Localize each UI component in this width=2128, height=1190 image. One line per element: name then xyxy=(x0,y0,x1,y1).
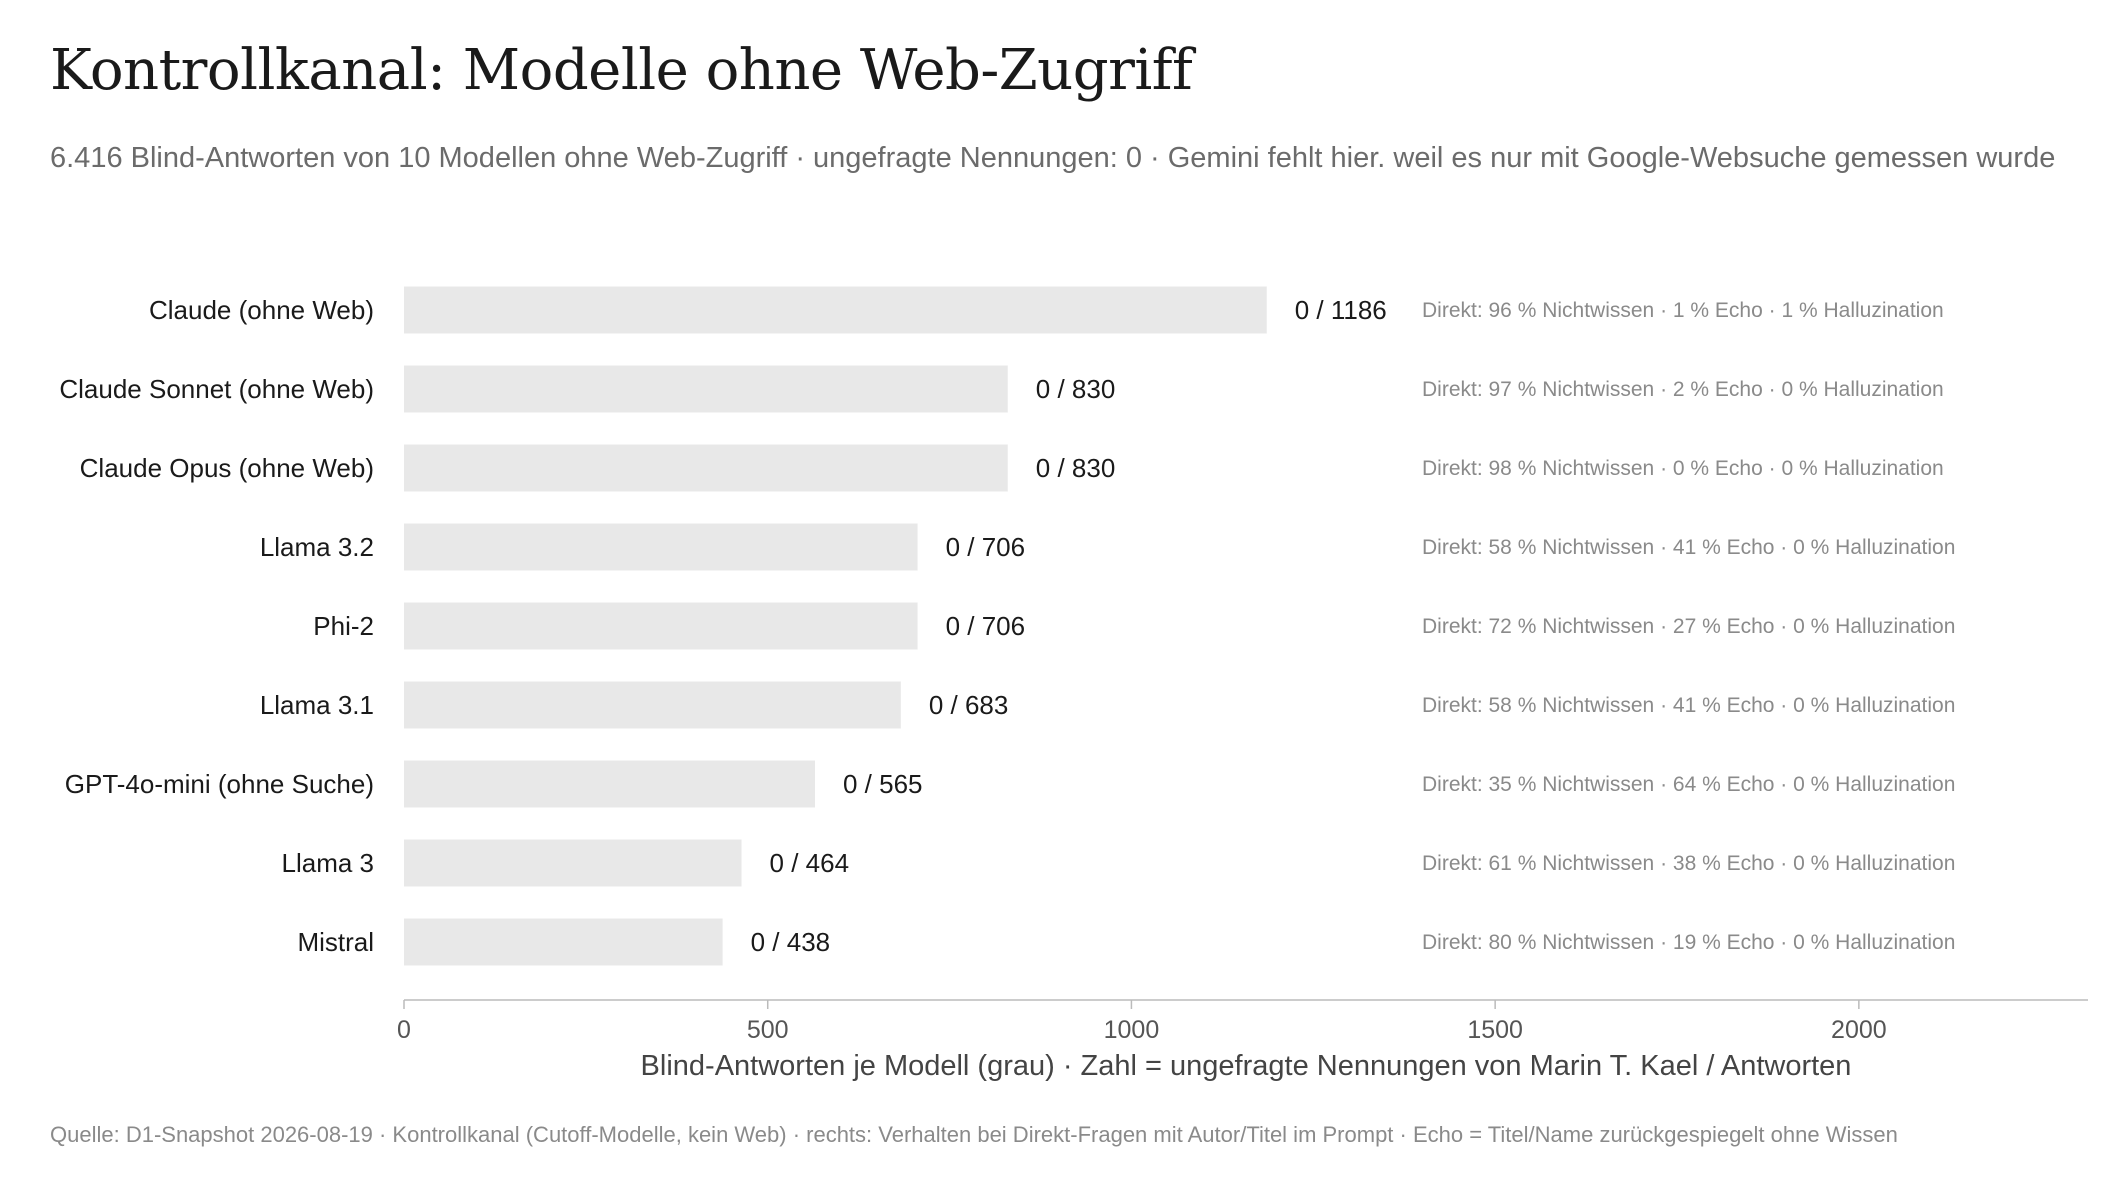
bar-value-label: 0 / 464 xyxy=(770,848,850,878)
category-label: Llama 3.1 xyxy=(260,690,374,720)
direct-behaviour-note: Direkt: 58 % Nichtwissen · 41 % Echo · 0… xyxy=(1422,694,1955,717)
chart-title: Kontrollkanal: Modelle ohne Web-Zugriff xyxy=(50,38,1193,103)
x-tick-label: 2000 xyxy=(1831,1016,1887,1044)
category-label: Llama 3 xyxy=(282,848,375,878)
bar xyxy=(404,523,918,571)
x-tick-label: 500 xyxy=(747,1016,789,1044)
bar-value-label: 0 / 1186 xyxy=(1295,295,1387,325)
bar-value-label: 0 / 683 xyxy=(929,690,1009,720)
category-label: Claude Sonnet (ohne Web) xyxy=(59,374,374,404)
direct-behaviour-note: Direkt: 97 % Nichtwissen · 2 % Echo · 0 … xyxy=(1422,378,1944,401)
bars-layer: Claude (ohne Web) 0 / 1186 Direkt: 96 % Ni… xyxy=(59,286,1955,966)
bar-value-label: 0 / 830 xyxy=(1036,453,1116,483)
bar xyxy=(404,444,1008,492)
category-label: Claude Opus (ohne Web) xyxy=(80,453,374,483)
bar-value-label: 0 / 706 xyxy=(946,532,1026,562)
direct-behaviour-note: Direkt: 98 % Nichtwissen · 0 % Echo · 0 … xyxy=(1422,457,1944,480)
bar-value-label: 0 / 706 xyxy=(946,611,1026,641)
source-footnote: Quelle: D1-Snapshot 2026-08-19 · Kontrol… xyxy=(50,1122,1898,1147)
bar xyxy=(404,286,1267,334)
direct-behaviour-note: Direkt: 61 % Nichtwissen · 38 % Echo · 0… xyxy=(1422,852,1955,875)
bar xyxy=(404,365,1008,413)
bar xyxy=(404,602,918,650)
bar-value-label: 0 / 565 xyxy=(843,769,923,799)
direct-behaviour-note: Direkt: 72 % Nichtwissen · 27 % Echo · 0… xyxy=(1422,615,1955,638)
bar-value-label: 0 / 438 xyxy=(751,927,831,957)
bar xyxy=(404,681,901,729)
bar xyxy=(404,839,742,887)
x-tick-label: 0 xyxy=(397,1016,411,1044)
bar xyxy=(404,760,815,808)
x-axis-title: Blind-Antworten je Modell (grau) · Zahl … xyxy=(641,1050,1852,1082)
x-tick-label: 1000 xyxy=(1104,1016,1160,1044)
chart-subtitle: 6.416 Blind-Antworten von 10 Modellen oh… xyxy=(50,142,2056,174)
x-tick-label: 1500 xyxy=(1467,1016,1523,1044)
x-axis: 0 500 1000 1500 2000 Blind-Antworten je Model… xyxy=(397,999,2088,1082)
direct-behaviour-note: Direkt: 58 % Nichtwissen · 41 % Echo · 0… xyxy=(1422,536,1955,559)
category-label: Phi-2 xyxy=(313,611,374,641)
direct-behaviour-note: Direkt: 80 % Nichtwissen · 19 % Echo · 0… xyxy=(1422,931,1955,954)
bar-value-label: 0 / 830 xyxy=(1036,374,1116,404)
category-label: Llama 3.2 xyxy=(260,532,374,562)
category-label: GPT-4o-mini (ohne Suche) xyxy=(65,769,374,799)
bar xyxy=(404,918,723,966)
category-label: Mistral xyxy=(297,927,374,957)
direct-behaviour-note: Direkt: 96 % Nichtwissen · 1 % Echo · 1 … xyxy=(1422,299,1944,322)
category-label: Claude (ohne Web) xyxy=(149,295,374,325)
direct-behaviour-note: Direkt: 35 % Nichtwissen · 64 % Echo · 0… xyxy=(1422,773,1955,796)
